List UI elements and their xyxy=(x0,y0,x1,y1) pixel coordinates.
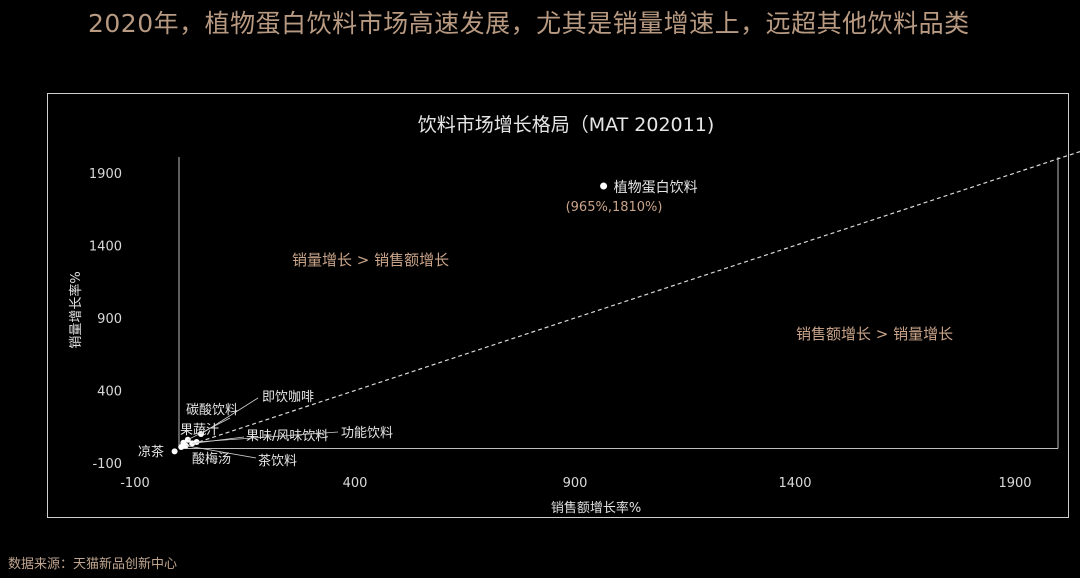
reference-line-y-equals-x xyxy=(178,150,1080,450)
x-tick-label: 1900 xyxy=(998,476,1031,491)
point-label: 功能饮料 xyxy=(341,426,393,441)
region-annotation: 销售额增长 > 销量增长 xyxy=(796,325,953,343)
label-leader-line xyxy=(187,417,231,441)
x-tick-label: 900 xyxy=(563,476,588,491)
point-label: 果蔬汁 xyxy=(180,423,219,438)
point-label: 碳酸饮料 xyxy=(186,403,238,418)
label-leader-line xyxy=(196,431,339,443)
label-leader-line xyxy=(185,445,257,459)
y-tick-label: 1900 xyxy=(89,167,122,182)
y-tick-label: -100 xyxy=(92,457,122,472)
y-axis-label: 销量增长率% xyxy=(68,271,84,348)
y-tick-label: 900 xyxy=(97,312,122,327)
point-label: 即饮咖啡 xyxy=(262,390,314,405)
x-tick-label: -100 xyxy=(120,476,150,491)
page-headline: 2020年，植物蛋白饮料市场高速发展，尤其是销量增速上，远超其他饮料品类 xyxy=(88,9,970,38)
region-annotation: 销量增长 > 销售额增长 xyxy=(292,251,449,269)
point-label: 果味/风味饮料 xyxy=(246,429,328,444)
data-source-note: 数据来源：天猫新品创新中心 xyxy=(8,557,178,572)
data-point xyxy=(171,448,178,455)
chart-title: 饮料市场增长格局（MAT 202011) xyxy=(418,114,715,136)
y-tick-label: 400 xyxy=(97,385,122,400)
point-label: 酸梅汤 xyxy=(192,452,231,467)
point-label: 凉茶 xyxy=(138,444,164,460)
data-point xyxy=(600,182,608,190)
point-value-label: (965%,1810%) xyxy=(566,200,663,215)
chart-frame xyxy=(47,93,1069,518)
y-tick-label: 1400 xyxy=(89,240,122,255)
x-tick-label: 1400 xyxy=(778,476,811,491)
x-axis-label: 销售额增长率% xyxy=(551,500,641,516)
point-label: 植物蛋白饮料 xyxy=(614,180,698,196)
x-tick-label: 400 xyxy=(343,476,368,491)
point-label: 茶饮料 xyxy=(258,453,297,469)
